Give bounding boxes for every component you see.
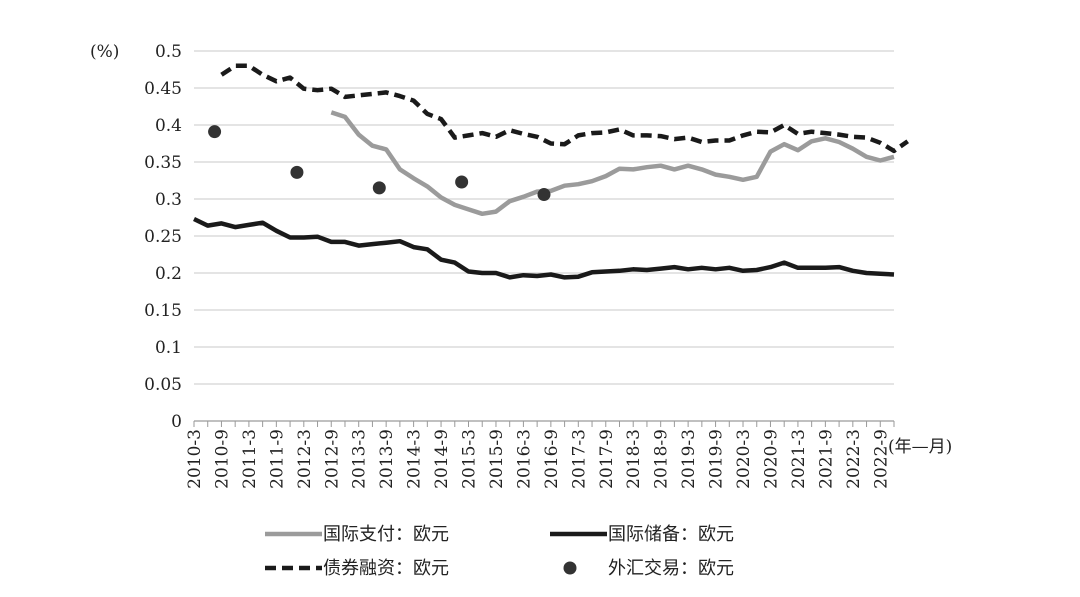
x-tick-label: 2017-9 <box>597 429 617 489</box>
series-intl-reserve <box>193 216 895 280</box>
x-tick-label: 2019-3 <box>679 429 699 489</box>
x-tick-label: 2020-9 <box>761 429 781 489</box>
x-tick-label: 2014-3 <box>405 429 425 489</box>
x-tick-label: 2015-9 <box>487 429 507 489</box>
legend-item-bond-financing: 债券融资：欧元 <box>265 558 449 579</box>
data-point <box>537 188 551 202</box>
x-tick-label: 2016-9 <box>542 429 562 489</box>
legend-label-intl-payment: 国际支付：欧元 <box>323 524 449 545</box>
x-tick-label: 2018-9 <box>652 429 672 489</box>
y-tick-label: 0.15 <box>144 301 182 321</box>
legend-swatch-fx-trading <box>563 561 577 575</box>
legend-item-fx-trading: 外汇交易：欧元 <box>563 558 734 579</box>
x-tick-label: 2012-3 <box>295 429 315 489</box>
y-tick-label: 0.35 <box>144 153 182 173</box>
x-tick-label: 2021-9 <box>816 429 836 489</box>
x-tick-label: 2016-3 <box>514 429 534 489</box>
x-tick-label: 2013-3 <box>350 429 370 489</box>
x-axis-unit: (年—月) <box>888 437 952 457</box>
legend: 国际支付：欧元 国际储备：欧元 债券融资：欧元 外汇交易：欧元 <box>265 524 734 579</box>
x-tick-label: 2010-9 <box>212 429 232 489</box>
y-tick-label: 0.45 <box>144 79 182 99</box>
series-bond-financing <box>220 63 909 154</box>
series-intl-payment <box>330 110 895 217</box>
y-axis-ticks: 0 0.05 0.1 0.15 0.2 0.25 0.3 0.35 0.4 0.45 0.5 <box>144 42 182 432</box>
x-tick-label: 2021-3 <box>789 429 809 489</box>
y-tick-label: 0.5 <box>155 42 182 62</box>
legend-item-intl-payment: 国际支付：欧元 <box>265 524 449 545</box>
data-point <box>372 181 386 195</box>
x-tick-label: 2013-9 <box>377 429 397 489</box>
y-tick-label: 0.3 <box>155 190 182 210</box>
data-point <box>290 165 304 179</box>
x-tick-label: 2014-9 <box>432 429 452 489</box>
x-tick-label: 2022-3 <box>844 429 864 489</box>
x-tick-label: 2012-9 <box>322 429 342 489</box>
y-tick-label: 0.05 <box>144 375 182 395</box>
y-tick-label: 0 <box>171 412 182 432</box>
legend-label-fx-trading: 外汇交易：欧元 <box>608 558 734 579</box>
y-axis-unit: (%) <box>90 42 119 62</box>
x-tick-label: 2017-3 <box>569 429 589 489</box>
y-tick-label: 0.2 <box>155 264 182 284</box>
x-tick-label: 2011-9 <box>267 429 287 489</box>
gridlines <box>194 50 894 385</box>
legend-label-intl-reserve: 国际储备：欧元 <box>608 524 734 545</box>
x-axis: 2010-3 2010-9 2011-3 2011-9 2012-3 2012-9 2013… <box>185 420 895 489</box>
y-tick-label: 0.25 <box>144 227 182 247</box>
series-fx-trading <box>208 125 551 202</box>
x-tick-label: 2018-3 <box>624 429 644 489</box>
series-layer <box>193 63 909 280</box>
x-tick-label: 2010-3 <box>185 429 205 489</box>
x-tick-label: 2020-3 <box>734 429 754 489</box>
legend-item-intl-reserve: 国际储备：欧元 <box>550 524 734 545</box>
x-tick-label: 2022-9 <box>871 429 891 489</box>
x-tick-label: 2019-9 <box>707 429 727 489</box>
legend-label-bond-financing: 债券融资：欧元 <box>323 558 449 579</box>
data-point <box>455 175 469 189</box>
y-tick-label: 0.1 <box>155 338 182 358</box>
data-point <box>208 125 222 139</box>
x-tick-label: 2015-3 <box>460 429 480 489</box>
x-tick-label: 2011-3 <box>240 429 260 489</box>
y-tick-label: 0.4 <box>155 116 182 136</box>
